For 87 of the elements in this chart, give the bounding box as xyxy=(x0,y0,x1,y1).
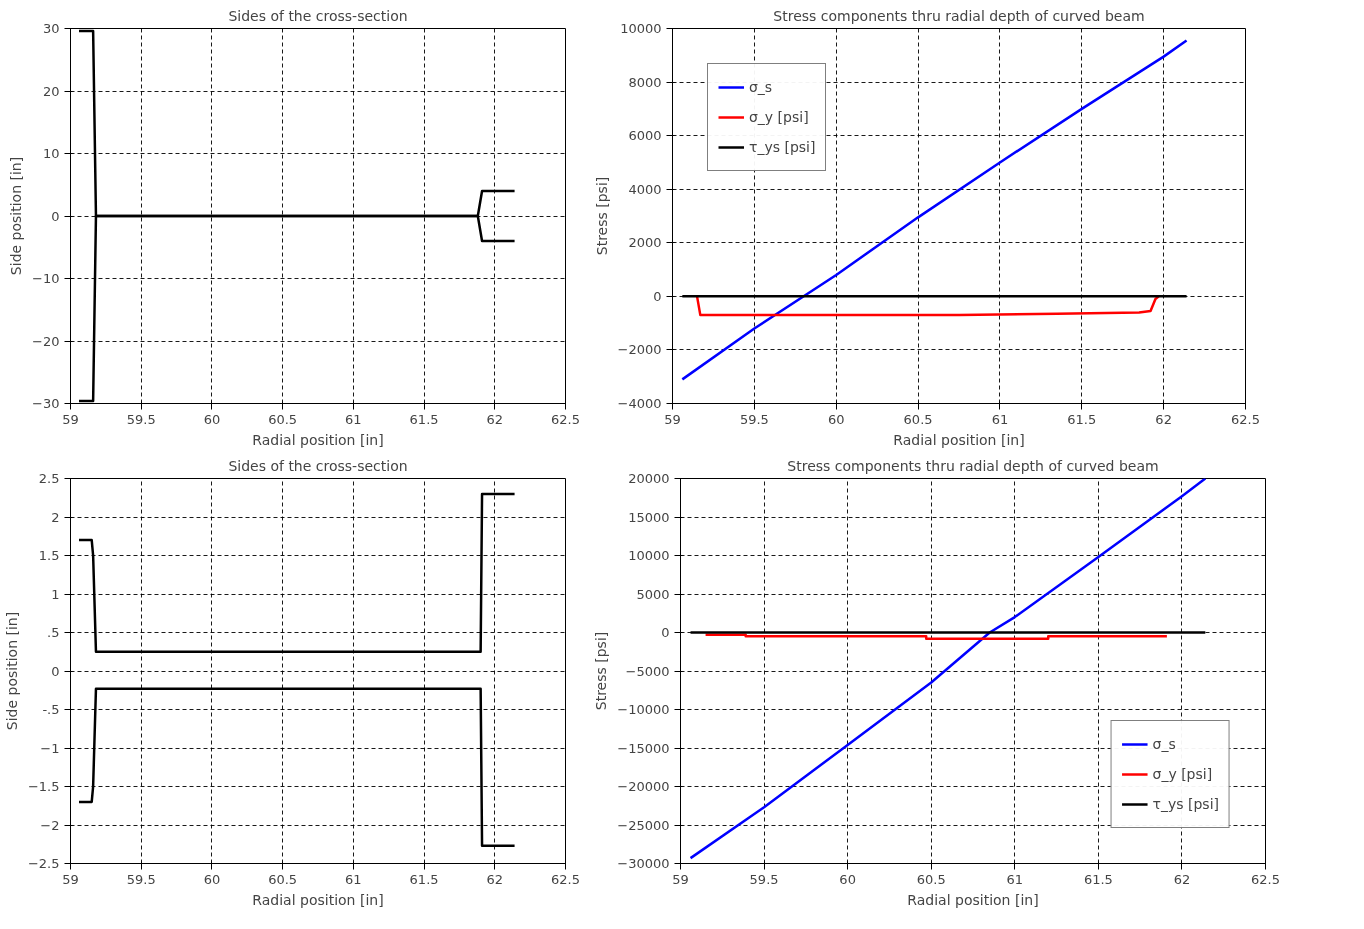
x-tick-label: 59 xyxy=(664,411,681,427)
y-tick-label: 2000 xyxy=(628,235,662,251)
x-tick-label: 59.5 xyxy=(749,871,779,887)
y-tick-label: −15000 xyxy=(617,740,670,756)
x-tick-label: 61.5 xyxy=(1083,871,1113,887)
x-tick-label: 61 xyxy=(1006,871,1024,887)
x-tick-label: 59.5 xyxy=(739,411,769,427)
y-tick-label: −2.5 xyxy=(27,856,60,871)
x-tick-label: 60 xyxy=(203,871,221,887)
y-tick-label: -.5 xyxy=(42,702,60,717)
x-tick-label: 61.5 xyxy=(1067,411,1097,427)
y-tick-label: 2 xyxy=(51,509,60,525)
chart-title: Stress components thru radial depth of curved beam xyxy=(787,457,1159,474)
y-tick-label: −20000 xyxy=(617,779,670,794)
y-tick-label: 0 xyxy=(51,208,60,224)
legend-label: σ_s xyxy=(749,79,773,95)
x-tick-label: 62 xyxy=(486,871,504,887)
y-tick-label: 1 xyxy=(51,586,60,602)
chart-title: Sides of the cross-section xyxy=(228,457,408,474)
y-axis-title: Stress [psi] xyxy=(593,176,610,256)
y-tick-label: 20 xyxy=(42,83,60,99)
x-axis-title: Radial position [in] xyxy=(893,431,1025,448)
y-tick-label: 6000 xyxy=(628,128,662,144)
y-tick-label: 10000 xyxy=(628,548,670,563)
y-tick-label: 0 xyxy=(653,288,662,304)
chart-title: Sides of the cross-section xyxy=(228,7,408,24)
y-tick-label: 0 xyxy=(51,663,60,679)
x-tick-label: 59 xyxy=(62,411,79,427)
x-tick-label: 60.5 xyxy=(268,411,298,427)
y-tick-label: −10000 xyxy=(617,702,670,717)
y-tick-label: 10000 xyxy=(620,21,662,36)
chart-title: Stress components thru radial depth of curved beam xyxy=(773,7,1145,24)
x-tick-label: 60.5 xyxy=(268,871,298,887)
x-tick-label: 62.5 xyxy=(551,411,580,427)
y-tick-label: 4000 xyxy=(628,181,662,197)
x-axis-title: Radial position [in] xyxy=(907,891,1039,908)
y-tick-label: −30000 xyxy=(617,856,670,871)
x-tick-label: 61 xyxy=(345,411,362,427)
x-axis-title: Radial position [in] xyxy=(252,431,384,448)
y-tick-label: −10 xyxy=(32,271,60,286)
y-tick-label: −5000 xyxy=(625,663,670,679)
x-tick-label: 60 xyxy=(203,411,221,427)
y-tick-label: 15000 xyxy=(628,509,670,525)
y-tick-label: −30 xyxy=(32,396,60,411)
x-tick-label: 59.5 xyxy=(126,411,156,427)
y-tick-label: 30 xyxy=(42,21,60,36)
x-tick-label: 62 xyxy=(1173,871,1191,887)
x-tick-label: 60.5 xyxy=(903,411,933,427)
x-tick-label: 60.5 xyxy=(916,871,946,887)
legend-label: σ_y [psi] xyxy=(1152,766,1213,782)
y-tick-label: 5000 xyxy=(636,586,670,602)
y-tick-label: −2000 xyxy=(617,342,662,358)
y-tick-label: 10 xyxy=(42,146,60,161)
y-tick-label: −1 xyxy=(40,740,60,756)
x-tick-label: 62.5 xyxy=(1251,871,1280,887)
y-tick-label: 0 xyxy=(661,625,670,640)
legend-label: τ_ys [psi] xyxy=(1152,796,1219,812)
y-tick-label: 2.5 xyxy=(38,471,60,486)
x-tick-label: 60 xyxy=(827,411,845,427)
y-axis-title: Side position [in] xyxy=(3,611,20,731)
x-tick-label: 62 xyxy=(1155,411,1172,427)
x-tick-label: 62.5 xyxy=(551,871,580,887)
x-axis-title: Radial position [in] xyxy=(252,891,384,908)
legend-label: σ_y [psi] xyxy=(749,109,809,125)
legend-label: σ_s xyxy=(1152,736,1176,752)
x-tick-label: 61.5 xyxy=(409,411,439,427)
y-axis-title: Stress [psi] xyxy=(593,631,610,711)
y-tick-label: −20 xyxy=(32,333,60,349)
x-tick-label: 61 xyxy=(991,411,1009,427)
x-tick-label: 62.5 xyxy=(1231,411,1260,427)
x-tick-label: 59 xyxy=(62,871,79,887)
y-tick-label: .5 xyxy=(47,625,60,640)
y-tick-label: −2 xyxy=(40,817,60,833)
x-tick-label: 61.5 xyxy=(409,871,439,887)
x-tick-label: 59.5 xyxy=(126,871,156,887)
y-tick-label: −1.5 xyxy=(27,779,60,794)
y-tick-label: 1.5 xyxy=(38,548,60,563)
y-tick-label: −4000 xyxy=(617,396,662,411)
y-axis-title: Side position [in] xyxy=(8,156,25,276)
y-tick-label: 20000 xyxy=(628,471,670,486)
x-tick-label: 62 xyxy=(486,411,504,427)
y-tick-label: 8000 xyxy=(628,74,662,90)
y-tick-label: −25000 xyxy=(617,817,670,833)
x-tick-label: 60 xyxy=(839,871,856,887)
x-tick-label: 59 xyxy=(672,871,689,887)
x-tick-label: 61 xyxy=(345,871,362,887)
legend-label: τ_ys [psi] xyxy=(749,139,816,155)
